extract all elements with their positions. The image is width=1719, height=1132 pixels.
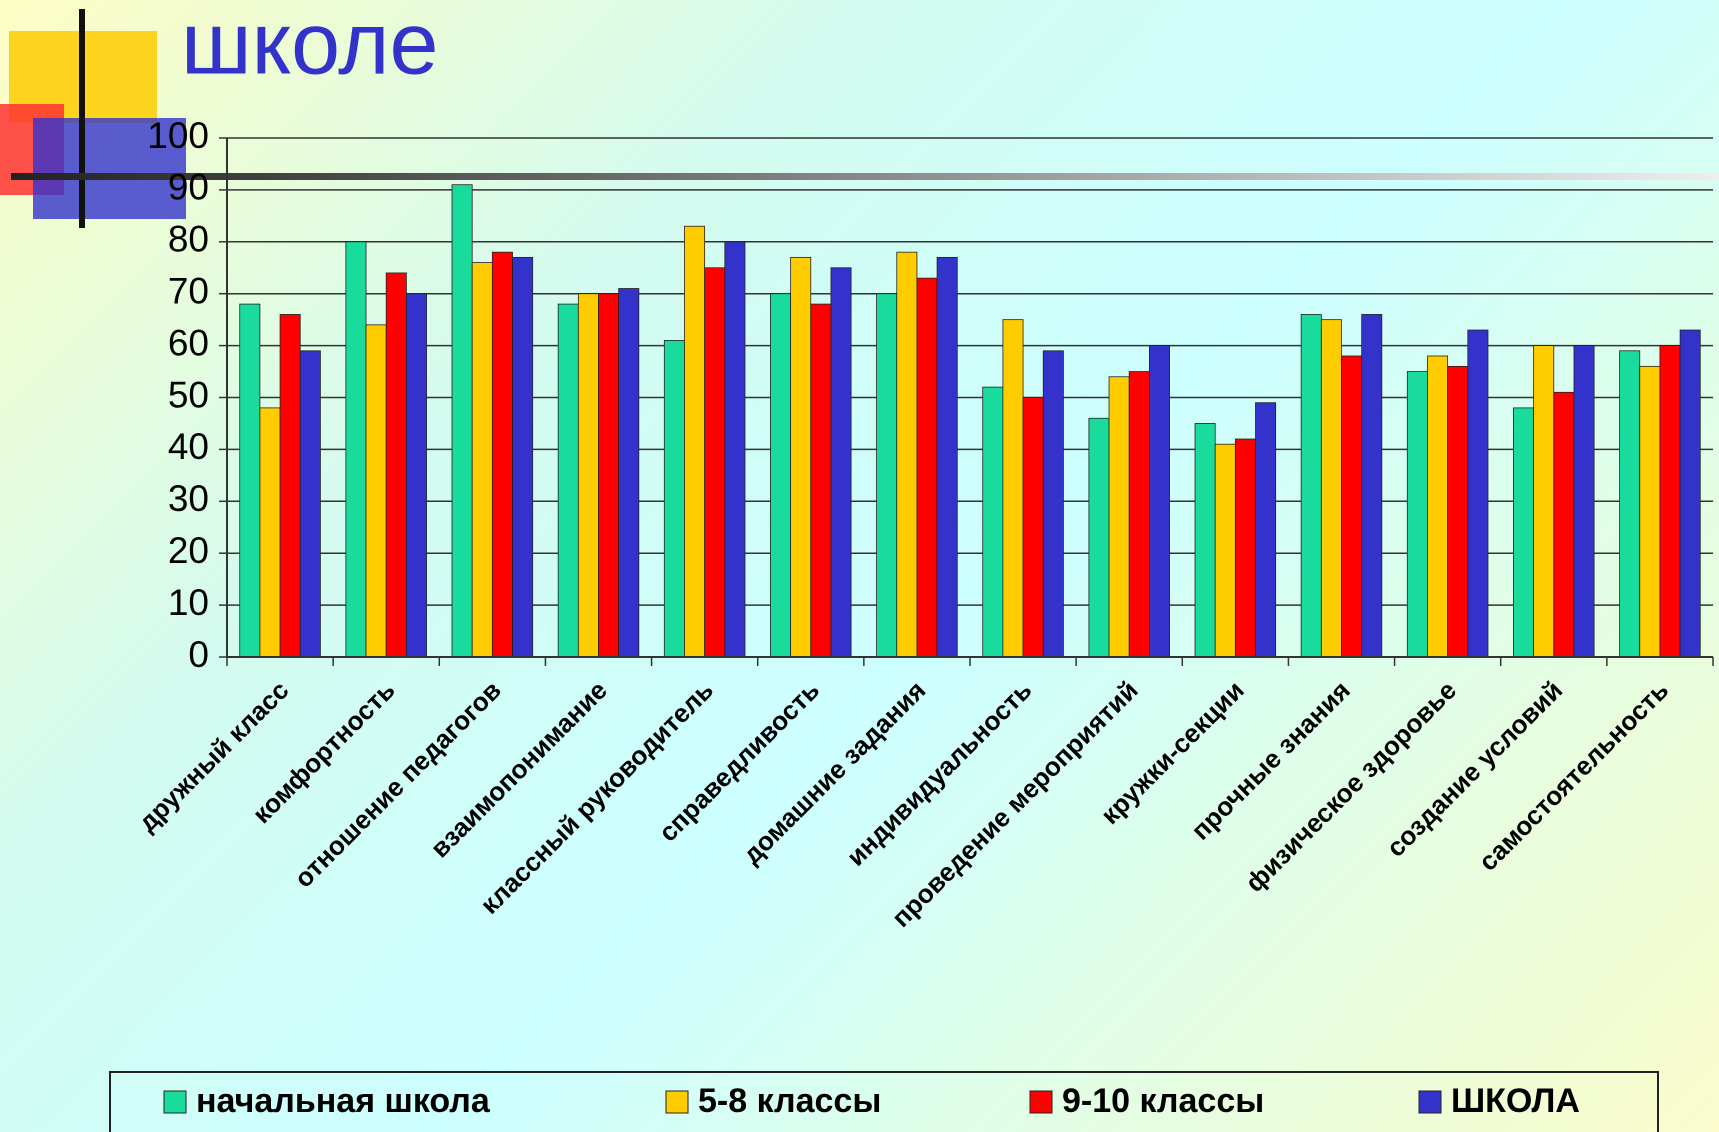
legend-box (109, 1071, 1659, 1132)
bar (618, 288, 640, 658)
y-tick-label: 20 (168, 530, 209, 571)
x-tick-label: создание условий (1380, 675, 1568, 863)
bar (491, 251, 513, 658)
x-tick-label: физическое здоровье (1239, 675, 1462, 898)
bar (598, 293, 620, 658)
legend-swatch (163, 1090, 187, 1114)
bar (385, 272, 407, 658)
bar (810, 303, 832, 658)
legend-label: ШКОЛА (1451, 1082, 1580, 1120)
bar (1553, 391, 1575, 658)
deco-vline (79, 9, 85, 228)
y-tick-label: 10 (168, 582, 209, 623)
bar (345, 241, 367, 658)
y-tick-label: 80 (168, 219, 209, 260)
bar (577, 293, 599, 658)
bar (239, 303, 261, 658)
bar (770, 293, 792, 658)
bar (1234, 438, 1256, 658)
deco-blue (33, 118, 186, 219)
legend-label: начальная школа (196, 1082, 491, 1120)
bar (451, 184, 473, 658)
y-tick-label: 40 (168, 426, 209, 467)
legend-label: 9-10 классы (1062, 1082, 1264, 1120)
bar (663, 340, 685, 658)
bar (1128, 371, 1150, 658)
x-tick-label: отношение педагогов (288, 675, 506, 893)
bar (1406, 371, 1428, 658)
bar (684, 225, 706, 658)
bar (1619, 350, 1641, 658)
bar (790, 256, 812, 658)
bar (1300, 314, 1322, 658)
bar (896, 251, 918, 658)
bar (724, 241, 746, 658)
bar (1255, 402, 1277, 658)
y-tick-label: 60 (168, 322, 209, 363)
bar (1659, 345, 1681, 658)
bar (1427, 355, 1449, 658)
bar (1533, 345, 1555, 658)
bar (1108, 376, 1130, 658)
bar (365, 324, 387, 658)
deco-hline (11, 173, 1719, 180)
y-tick-label: 0 (188, 634, 209, 675)
x-tick-label: индивидуальность (841, 675, 1038, 872)
bar (1467, 329, 1489, 658)
bar (830, 267, 852, 658)
bar (1042, 350, 1064, 658)
bar (299, 350, 321, 658)
bar (1088, 417, 1110, 658)
bar (405, 293, 427, 658)
bar (279, 314, 301, 658)
x-tick-label: самостоятельность (1473, 675, 1675, 877)
chart-title: школе (181, 0, 438, 92)
bar (1447, 365, 1469, 658)
legend-swatch (1029, 1090, 1053, 1114)
bar (1513, 407, 1535, 658)
bar (1341, 355, 1363, 658)
y-tick-label: 70 (168, 270, 209, 311)
bar (1679, 329, 1701, 658)
x-tick-label: взаимопонимание (424, 675, 612, 863)
y-tick-label: 90 (168, 167, 209, 208)
bar (471, 262, 493, 658)
bar (916, 277, 938, 658)
bar (1194, 423, 1216, 658)
bar (704, 267, 726, 658)
bar (259, 407, 281, 658)
x-tick-label: домашние задания (737, 675, 932, 870)
legend-swatch (665, 1090, 689, 1114)
bar (1002, 319, 1024, 658)
bar (1022, 397, 1044, 658)
bar (1148, 345, 1170, 658)
y-tick-label: 50 (168, 374, 209, 415)
bar (1361, 314, 1383, 658)
bar (1320, 319, 1342, 658)
legend-label: 5-8 классы (698, 1082, 881, 1120)
bar (876, 293, 898, 658)
bar (1214, 443, 1236, 658)
bar (512, 256, 534, 658)
bar (936, 256, 958, 658)
bar (1639, 365, 1661, 658)
bar (557, 303, 579, 658)
bar (1573, 345, 1595, 658)
y-tick-label: 30 (168, 478, 209, 519)
legend-swatch (1418, 1090, 1442, 1114)
bar (982, 386, 1004, 658)
y-tick-label: 100 (147, 115, 209, 156)
